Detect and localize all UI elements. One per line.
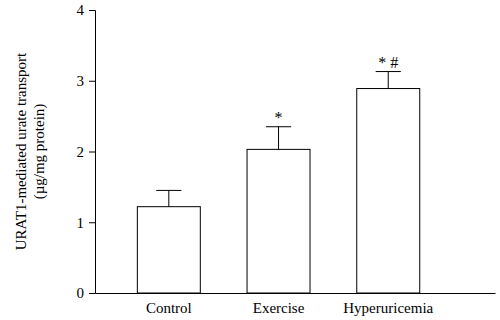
y-tick-mark	[89, 152, 95, 153]
bar	[357, 89, 420, 293]
annotation: *	[275, 109, 283, 126]
annotation: * #	[378, 54, 398, 71]
error-cap	[156, 190, 181, 191]
y-tick: 2	[77, 144, 96, 160]
error-bar	[376, 72, 401, 89]
x-tick-label: Exercise	[253, 300, 305, 316]
y-tick-mark	[89, 10, 95, 11]
error-stem	[278, 127, 279, 150]
y-axis-title-line: (µg/mg protein)	[31, 104, 48, 200]
y-axis: 0 1 2 3 4	[77, 2, 96, 301]
y-tick-mark	[89, 81, 95, 82]
y-tick: 1	[77, 215, 96, 231]
y-tick-mark	[89, 293, 95, 294]
x-tick: Hyperuricemia	[343, 293, 433, 316]
error-bar	[156, 190, 181, 206]
x-tick: Control	[146, 293, 192, 316]
marks	[137, 72, 419, 293]
y-tick: 0	[77, 285, 96, 301]
y-tick-label: 0	[77, 285, 85, 301]
error-stem	[168, 190, 169, 206]
y-tick-label: 1	[77, 215, 85, 231]
error-cap	[376, 71, 401, 72]
chart: 0 1 2 3 4 Control Exercise Hyperuricemia * * # URA…	[0, 0, 500, 320]
y-axis-title: URAT1-mediated urate transport(µg/mg pro…	[13, 52, 48, 250]
bar	[137, 207, 200, 293]
error-bar	[266, 127, 291, 150]
y-tick-mark	[89, 222, 95, 223]
plot: 0 1 2 3 4 Control Exercise Hyperuricemia * * #	[77, 2, 496, 315]
error-stem	[388, 72, 389, 89]
y-tick-label: 4	[77, 2, 85, 18]
x-tick-label: Hyperuricemia	[343, 300, 433, 316]
y-axis-title-line: URAT1-mediated urate transport	[13, 52, 29, 250]
y-tick-label: 2	[77, 144, 85, 160]
x-tick-label: Control	[146, 300, 192, 316]
x-tick: Exercise	[253, 293, 305, 316]
y-tick-label: 3	[77, 73, 85, 89]
y-tick: 4	[77, 2, 96, 18]
y-tick: 3	[77, 73, 96, 89]
x-axis-line	[96, 293, 496, 294]
y-axis-line	[89, 11, 96, 294]
x-axis: Control Exercise Hyperuricemia	[96, 293, 496, 316]
error-cap	[266, 126, 291, 127]
bar	[247, 149, 310, 293]
